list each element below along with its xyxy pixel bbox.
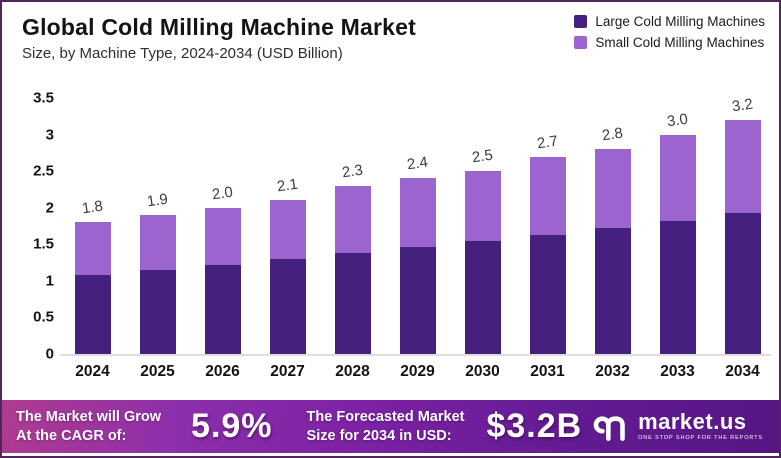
bar-total-label: 2.5 <box>470 146 495 167</box>
bar-total-label: 2.1 <box>275 176 300 196</box>
x-axis-tick-label: 2025 <box>140 363 175 380</box>
y-axis: 0 0.5 1 1.5 2 2.5 3 3.5 <box>8 91 54 362</box>
x-axis-baseline <box>60 354 771 356</box>
bar-segment-small-machines <box>74 222 111 276</box>
bar-segment-large-machines <box>724 212 761 354</box>
x-axis-tick-label: 2030 <box>465 363 500 380</box>
cagr-label: The Market will Grow At the CAGR of: <box>16 408 161 444</box>
bar-total-label: 2.0 <box>210 183 235 204</box>
bar-chart-plot: 1.8 1.9 2.0 2.1 2.3 2.4 2.5 2.7 2.8 3.0 3.2 <box>60 95 775 354</box>
legend-label: Small Cold Milling Machines <box>595 35 765 50</box>
bottom-stats-banner: The Market will Grow At the CAGR of: 5.9… <box>2 400 779 453</box>
bar-group-2026: 2.0 <box>191 98 254 354</box>
market-us-logo-icon <box>590 410 630 444</box>
legend-label: Large Cold Milling Machines <box>595 14 765 29</box>
bar-segment-large-machines <box>139 269 176 354</box>
y-axis-tick-label: 1 <box>45 272 54 290</box>
bar-total-label: 1.8 <box>80 197 105 218</box>
bar-segment-large-machines <box>659 220 696 354</box>
forecast-label-line2: Size for 2034 in USD: <box>306 427 452 444</box>
bar-total-label: 3.0 <box>665 110 690 130</box>
page-title: Global Cold Milling Machine Market <box>22 14 417 40</box>
x-axis-tick-label: 2031 <box>530 363 565 380</box>
x-axis-tick-label: 2034 <box>725 363 760 380</box>
bar-total-label: 2.4 <box>405 154 430 174</box>
x-axis-tick-label: 2027 <box>270 363 305 380</box>
x-axis-tick-label: 2032 <box>595 363 630 380</box>
forecast-label: The Forecasted Market Size for 2034 in U… <box>307 408 465 444</box>
x-axis-tick-label: 2024 <box>75 363 110 380</box>
legend-item: Small Cold Milling Machines <box>574 35 765 50</box>
y-axis-tick-label: 2.5 <box>33 162 54 180</box>
bar-segment-large-machines <box>204 264 241 354</box>
bar-total-label: 2.7 <box>535 132 560 152</box>
y-axis-tick-label: 0.5 <box>33 308 54 326</box>
forecast-value: $3.2B <box>486 407 583 445</box>
bar-group-2029: 2.4 <box>386 98 449 354</box>
cagr-label-line2: At the CAGR of: <box>16 427 127 444</box>
bar-segment-large-machines <box>269 258 306 354</box>
bar-total-label: 2.3 <box>340 161 365 182</box>
bar-group-2028: 2.3 <box>321 98 384 354</box>
x-axis-labels: 2024 2025 2026 2027 2028 2029 2030 2031 2032 2033… <box>60 363 775 381</box>
forecast-label-line1: The Forecasted Market <box>306 409 465 426</box>
bar-segment-small-machines <box>269 200 306 259</box>
logo-name: market.us <box>638 409 747 435</box>
bar-segment-large-machines <box>529 234 566 354</box>
x-axis-tick-label: 2033 <box>660 363 695 380</box>
bar-group-2033: 3.0 <box>646 98 709 354</box>
bar-segment-small-machines <box>139 215 176 270</box>
x-axis-tick-label: 2028 <box>335 363 370 380</box>
chart-legend: Large Cold Milling Machines Small Cold Mi… <box>574 14 765 50</box>
y-axis-tick-label: 1.5 <box>33 235 54 253</box>
x-axis-tick-label: 2026 <box>205 363 240 380</box>
market-us-logo-text: market.us ONE STOP SHOP FOR THE REPORTS <box>638 411 763 442</box>
cagr-label-line1: The Market will Grow <box>16 409 162 426</box>
bar-segment-small-machines <box>464 171 501 242</box>
y-axis-tick-label: 0 <box>45 345 54 363</box>
bar-segment-small-machines <box>594 149 631 229</box>
bar-segment-small-machines <box>334 185 371 254</box>
bar-segment-large-machines <box>399 247 436 354</box>
bar-group-2025: 1.9 <box>126 98 189 354</box>
bar-group-2032: 2.8 <box>581 98 644 354</box>
market-us-logo: market.us ONE STOP SHOP FOR THE REPORTS <box>590 410 765 444</box>
bar-segment-small-machines <box>204 207 241 265</box>
bar-group-2024: 1.8 <box>61 98 124 354</box>
cagr-value: 5.9% <box>191 407 273 445</box>
bar-segment-large-machines <box>74 275 111 354</box>
bar-segment-small-machines <box>724 120 761 213</box>
bar-segment-small-machines <box>529 156 566 235</box>
legend-swatch-icon <box>574 15 588 28</box>
legend-item: Large Cold Milling Machines <box>574 14 765 29</box>
legend-swatch-icon <box>574 36 588 49</box>
bar-segment-small-machines <box>659 134 696 221</box>
bar-total-label: 3.2 <box>730 95 755 116</box>
y-axis-tick-label: 3.5 <box>33 89 54 107</box>
bar-group-2027: 2.1 <box>256 98 319 354</box>
bar-segment-small-machines <box>399 178 436 248</box>
bar-total-label: 1.9 <box>145 190 170 211</box>
bar-group-2034: 3.2 <box>711 95 774 354</box>
y-axis-tick-label: 2 <box>45 199 54 217</box>
x-axis-tick-label: 2029 <box>400 363 435 380</box>
bar-segment-large-machines <box>334 253 371 354</box>
bar-group-2031: 2.7 <box>516 98 579 354</box>
bar-segment-large-machines <box>594 228 631 354</box>
page-subtitle: Size, by Machine Type, 2024-2034 (USD Bi… <box>22 45 343 62</box>
logo-tagline: ONE STOP SHOP FOR THE REPORTS <box>638 435 763 442</box>
bar-total-label: 2.8 <box>600 124 625 145</box>
bar-segment-large-machines <box>464 241 501 354</box>
y-axis-tick-label: 3 <box>45 126 54 144</box>
bar-group-2030: 2.5 <box>451 98 514 354</box>
